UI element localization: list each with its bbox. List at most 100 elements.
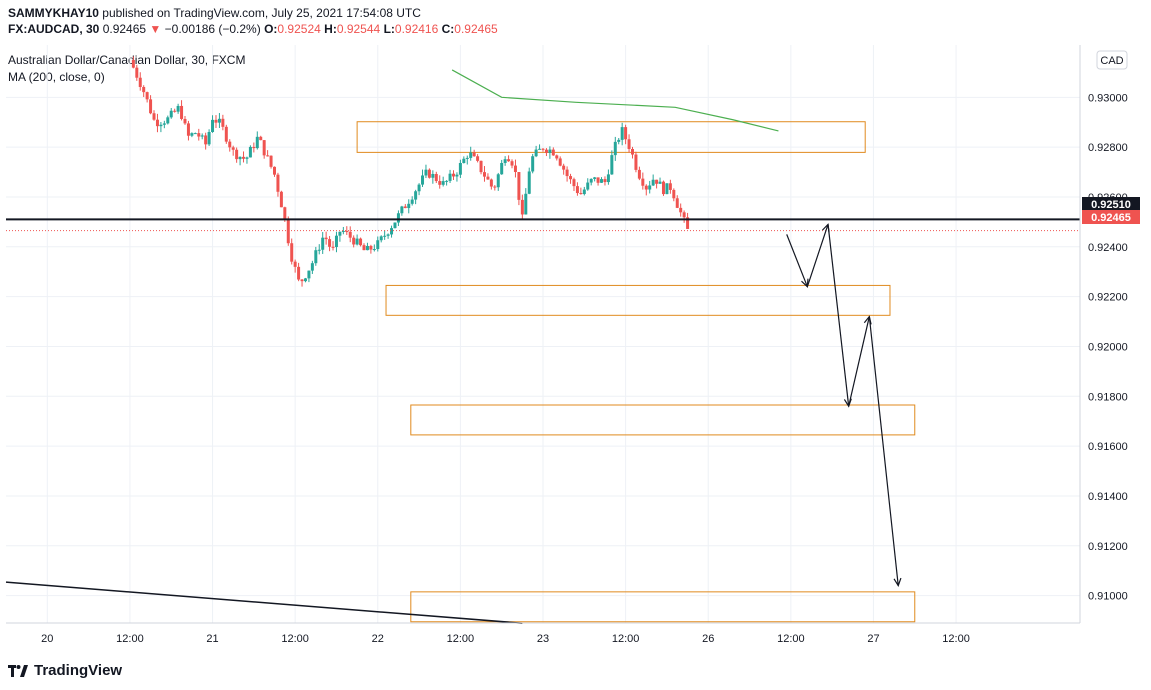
price-label: 0.92465 [1091, 212, 1131, 224]
candle-body [462, 158, 466, 163]
candle-body [486, 176, 490, 180]
candle-body [283, 207, 287, 220]
y-tick-label: 0.91400 [1088, 491, 1128, 503]
candle-body [186, 123, 190, 136]
chart-title: Australian Dollar/Canadian Dollar, 30, F… [8, 53, 246, 67]
candle-body [341, 231, 345, 233]
candle-body [217, 118, 221, 123]
candle-body [138, 77, 142, 87]
candle-body [303, 278, 307, 282]
candle-body [582, 189, 586, 195]
y-tick-label: 0.92000 [1088, 341, 1128, 353]
candle-body [675, 198, 679, 208]
candle-body [600, 179, 604, 183]
currency-badge-box [1096, 50, 1128, 70]
candle-body [682, 212, 686, 218]
candle-body [369, 245, 373, 250]
symbol-label: FX:AUDCAD, 30 [8, 22, 100, 36]
candle-body [365, 245, 369, 251]
candle-body [565, 169, 569, 177]
candle-body [248, 146, 252, 158]
high-value: 0.92544 [336, 22, 381, 36]
tradingview-logo-icon [8, 664, 28, 677]
candle-body [448, 173, 452, 181]
candle-body [679, 207, 683, 213]
candle-body [238, 156, 242, 160]
candle-body [493, 186, 497, 188]
candle-body [655, 179, 659, 184]
candle-body [155, 119, 159, 127]
candle-body [276, 174, 280, 192]
candle-body [500, 162, 504, 175]
candle-body [211, 119, 215, 133]
support-resistance-zone [356, 121, 866, 153]
candle-body [648, 185, 652, 190]
candle-body [314, 250, 318, 264]
x-tick-label: 12:00 [612, 633, 640, 645]
candle-body [510, 161, 514, 166]
candle-body [548, 149, 552, 153]
high-label: H: [324, 22, 337, 36]
candle-body [307, 270, 311, 279]
candle-body [517, 172, 521, 200]
currency-badge[interactable]: CAD [1100, 55, 1123, 67]
y-axis-ticks: 0.930000.928000.926000.924000.922000.920… [1088, 92, 1128, 602]
zone-layer [356, 121, 916, 623]
candle-body [503, 159, 507, 163]
candle-body [417, 184, 421, 192]
candle-body [396, 213, 400, 223]
candle-body [637, 169, 641, 179]
candle-body [538, 148, 542, 150]
candle-body [520, 199, 524, 215]
close-value: 0.92465 [454, 22, 498, 36]
candle-body [479, 160, 483, 173]
candle-body [207, 132, 211, 145]
candle-body [269, 155, 273, 167]
candle-body [310, 263, 314, 271]
candle-body [651, 179, 655, 186]
candle-body [572, 179, 576, 187]
x-tick-label: 12:00 [116, 633, 144, 645]
candle-body [173, 110, 177, 112]
candle-body [424, 169, 428, 176]
indicator-legend[interactable]: MA (200, close, 0) [8, 70, 105, 84]
projection-segment [848, 316, 870, 407]
candle-body [176, 105, 180, 112]
candle-body [551, 149, 555, 156]
candle-body [376, 240, 380, 250]
candle-body [383, 235, 387, 237]
candle-body [166, 117, 170, 124]
x-tick-label: 23 [537, 633, 549, 645]
candle-body [331, 246, 335, 248]
candle-body [441, 181, 445, 185]
candle-body [579, 193, 583, 195]
candle-body [338, 231, 342, 236]
candle-body [445, 180, 449, 182]
candle-body [159, 124, 163, 127]
footer-logo[interactable]: TradingView [8, 662, 122, 679]
author-name[interactable]: SAMMYKHAY10 [8, 6, 99, 20]
projection-arrowhead [893, 577, 902, 588]
candle-body [407, 203, 411, 209]
candle-body [262, 140, 266, 156]
candle-body [221, 118, 225, 127]
candle-body [658, 181, 662, 184]
x-tick-label: 12:00 [777, 633, 805, 645]
candle-body [214, 119, 218, 123]
x-axis-ticks: 20 12:00 21 12:00 22 12:00 23 12:00 26 12:00 27 12:… [41, 633, 970, 645]
candle-body [352, 237, 356, 245]
candle-body [569, 176, 573, 180]
candle-body [204, 135, 208, 145]
candle-body [228, 141, 232, 148]
candle-body [345, 231, 349, 233]
candle-body [606, 174, 610, 183]
candle-body [286, 219, 290, 244]
candle-body [321, 237, 325, 250]
y-tick-label: 0.91000 [1088, 591, 1128, 603]
support-resistance-zone [385, 284, 891, 316]
candle-body [489, 179, 493, 187]
candle-body [379, 236, 383, 241]
candle-body [555, 155, 559, 159]
